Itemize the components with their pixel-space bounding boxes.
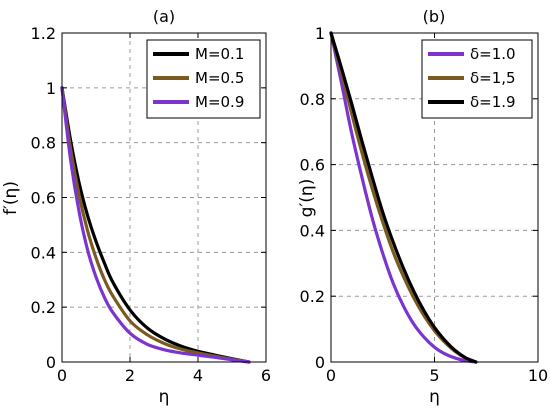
x-tick-label: 4 [193, 366, 203, 385]
y-tick-label: 1 [315, 24, 325, 43]
x-tick-label: 6 [261, 366, 271, 385]
x-axis-label: η [159, 387, 170, 407]
legend-label: M=0.5 [195, 69, 244, 87]
legend-label: M=0.1 [195, 45, 244, 63]
series-line-1 [329, 31, 478, 364]
x-tick-label: 10 [528, 366, 548, 385]
y-tick-label: 0.6 [300, 156, 325, 175]
legend-label: δ=1,5 [470, 69, 516, 87]
y-tick-label: 0.2 [31, 298, 56, 317]
y-tick-label: 0.8 [300, 90, 325, 109]
y-tick-label: 1 [46, 79, 56, 98]
y-tick-label: 0.2 [300, 287, 325, 306]
y-axis-label: f′(η) [1, 181, 21, 215]
legend-label: δ=1.0 [470, 45, 516, 63]
series-line-3 [329, 31, 478, 364]
y-tick-label: 0.6 [31, 189, 56, 208]
y-tick-label: 1.2 [31, 24, 56, 43]
chart-title: (a) [153, 7, 175, 26]
y-tick-label: 0.4 [31, 243, 56, 262]
legend: δ=1.0 δ=1,5 δ=1.9 [421, 39, 533, 119]
x-tick-label: 5 [429, 366, 439, 385]
y-axis-label: g′(η) [297, 179, 317, 218]
y-tick-label: 0 [46, 353, 56, 372]
x-tick-label: 0 [57, 366, 67, 385]
x-tick-label: 0 [326, 366, 336, 385]
legend-label: δ=1.9 [470, 93, 516, 111]
chart-panel-a: 0 2 4 6 0 0.2 0.4 0.6 0.8 1 1.2 (a) η f′(η) M=0.1 M=0.5… [1, 7, 271, 407]
y-tick-label: 0 [315, 353, 325, 372]
x-axis-label: η [429, 387, 440, 407]
x-tick-label: 2 [125, 366, 135, 385]
chart-panel-b: 0 5 1000.20.40.60.81(b)ηg′(η)δ=1.0δ=1,5δ=1… [297, 7, 548, 407]
legend-label: M=0.9 [195, 93, 244, 111]
legend: M=0.1 M=0.5 M=0.9 [146, 39, 261, 119]
y-tick-label: 0.8 [31, 134, 56, 153]
chart-title: (b) [423, 7, 446, 26]
y-tick-label: 0.4 [300, 221, 325, 240]
series-line-3 [60, 86, 251, 364]
